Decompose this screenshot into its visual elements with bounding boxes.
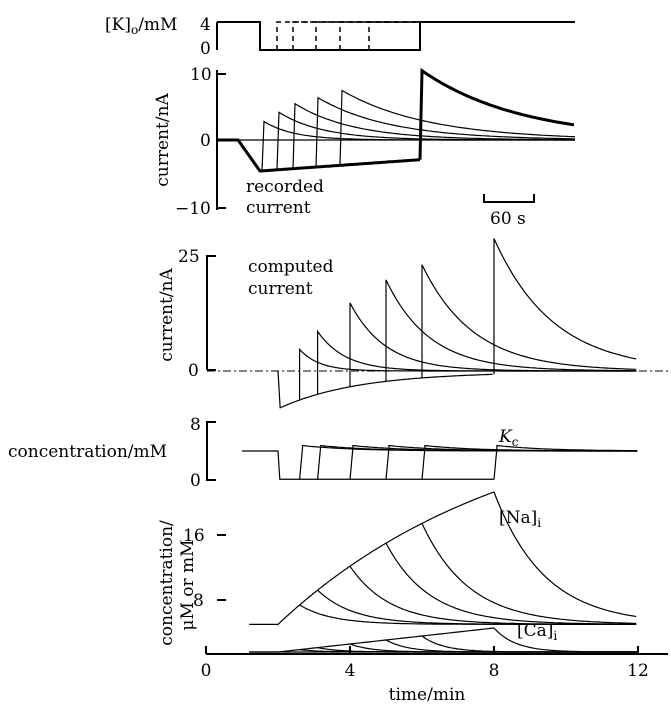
recorded-ylabel: current/nA [153,93,173,187]
recorded-inward-current [217,138,421,173]
recorded-panel: current/nA 10 0 −10 recorded current 60 … [153,65,576,229]
x-tick-label-8: 8 [489,661,500,681]
conc-ylabel-1: concentration/ [157,520,177,646]
recorded-trace-4 [339,89,576,166]
ca-trace-5 [493,627,638,653]
conc-panel: concentration/ μM or mM 16 8 [Na]i [Ca]i… [157,491,668,705]
x-tick-label-0: 0 [201,661,212,681]
kc-panel: concentration/mM 8 0 Kc [8,415,638,491]
computed-trace-5 [493,238,637,375]
recorded-tick-label-minus10: −10 [175,199,211,219]
protocol-dash-step-3 [339,21,420,50]
ca-rising-envelope [249,627,495,653]
recorded-trace-0 [261,120,575,171]
computed-trace-1 [317,329,637,395]
computed-inward-current [277,370,493,409]
k-tick-4: 4 [200,15,211,35]
na-trace-1 [317,589,637,625]
recorded-tick-label-10: 10 [190,65,212,85]
recorded-trace-5 [418,67,575,160]
protocol-dash-step-2 [315,21,420,50]
kc-tick-label-8: 8 [190,415,201,435]
recorded-note: recorded [246,177,324,197]
kc-ylabel: concentration/mM [8,442,167,462]
protocol-dash-step-4 [368,21,420,50]
ca-traces [249,627,638,653]
computed-note: computed [248,257,334,277]
protocol-panel: [K]o/mM 4 0 [105,15,575,59]
recorded-trace-2 [292,102,573,169]
k-axis-label: [K]o/mM [105,15,177,37]
recorded-note-2: current [246,198,311,218]
kc-trace-5 [493,444,638,480]
ca-trace-label: [Ca]i [517,621,557,643]
kc-tick-label-0: 0 [190,471,201,491]
computed-trace-4 [421,264,637,378]
na-rising-envelope [249,491,495,626]
x-axis-label: time/min [389,685,466,705]
conc-tick-label-8: 8 [193,591,204,611]
conc-ylabel-2: μM or mM [178,539,198,630]
computed-tick-label-0: 0 [188,361,199,381]
kc-trace-label: Kc [498,427,519,449]
scalebar [483,194,535,203]
computed-panel: current/nA 25 0 computed current [157,238,668,409]
recorded-traces [217,67,576,173]
protocol-dash-step-0 [276,21,420,50]
computed-trace-3 [385,279,637,382]
computed-trace-2 [349,302,637,387]
na-trace-4 [421,523,637,624]
x-tick-label-4: 4 [345,661,356,681]
computed-ylabel: current/nA [157,268,177,362]
na-trace-3 [385,542,637,625]
na-trace-2 [349,565,637,625]
x-tick-label-12: 12 [627,661,649,681]
computed-note-2: current [248,279,313,299]
recorded-trace-3 [315,96,575,168]
protocol-dashed-steps [276,21,420,50]
kc-baseline-trace [242,450,494,480]
computed-traces [277,238,637,409]
conc-tick-label-16: 16 [183,526,205,546]
na-trace-label: [Na]i [499,508,541,530]
k-tick-0: 0 [200,39,211,59]
recorded-tick-label-0: 0 [200,131,211,151]
protocol-trace [217,21,575,51]
computed-tick-label-25: 25 [178,247,200,267]
protocol-dash-step-1 [292,21,420,50]
na-traces [249,491,637,626]
scalebar-label: 60 s [490,209,526,229]
na-trace-5 [493,491,637,618]
kc-traces [242,444,638,480]
